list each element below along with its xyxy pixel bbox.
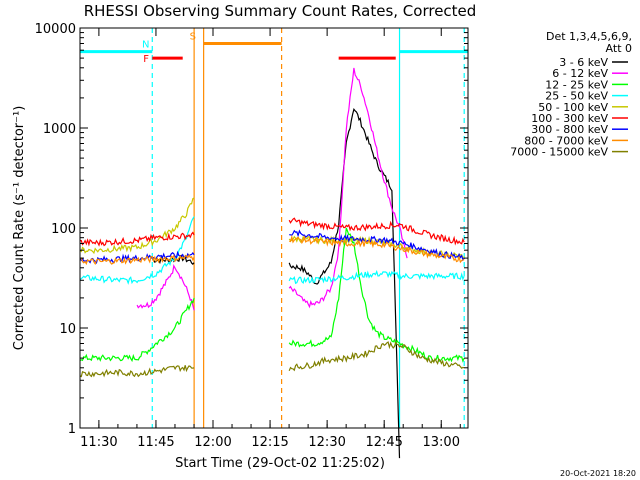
y-axis: 1 10 100 1000 10000 [35, 22, 468, 437]
flag-label-s: S [190, 31, 196, 42]
x-tick-label: 13:00 [423, 435, 460, 450]
series-line [288, 341, 465, 372]
series-line [79, 365, 195, 378]
x-tick-label: 12:00 [194, 435, 231, 450]
legend-entry-label: 3 - 6 keV [559, 56, 608, 69]
flag-label-f: F [143, 54, 149, 65]
y-tick-label: 1 [68, 422, 76, 437]
legend-entry-label: 300 - 800 keV [531, 123, 608, 136]
legend-entry-label: 7000 - 15000 keV [510, 146, 608, 159]
y-tick-label: 10 [59, 322, 76, 337]
x-axis: 11:30 11:45 12:00 12:15 12:30 12:45 13:00 [80, 28, 461, 450]
series-line [136, 263, 195, 311]
x-tick-label: 12:30 [308, 435, 345, 450]
plot-area: NF S [79, 28, 468, 459]
legend-entry-label: 800 - 7000 keV [524, 134, 608, 147]
series-line [289, 234, 465, 264]
legend-entry-label: 12 - 25 keV [545, 78, 608, 91]
series-line [288, 217, 465, 246]
footer-timestamp: 20-Oct-2021 18:20 [560, 469, 636, 478]
x-axis-label: Start Time (29-Oct-02 11:25:02) [175, 456, 385, 471]
x-tick-label: 12:45 [365, 435, 402, 450]
y-tick-label: 10000 [35, 22, 76, 37]
series-line [288, 269, 465, 285]
series-line [79, 253, 195, 266]
legend-header: Det 1,3,4,5,6,9, [546, 30, 632, 43]
legend-header: Att 0 [606, 42, 632, 55]
legend-entry-label: 6 - 12 keV [552, 67, 608, 80]
legend-entry-label: 100 - 300 keV [531, 112, 608, 125]
x-tick-label: 11:30 [80, 435, 117, 450]
series-line [79, 197, 195, 255]
series-line [79, 216, 195, 285]
flag-label-n: N [142, 40, 149, 51]
x-tick-label: 12:15 [251, 435, 288, 450]
y-tick-label: 1000 [43, 122, 76, 137]
legend-entry-label: 50 - 100 keV [538, 101, 608, 114]
x-tick-label: 11:45 [137, 435, 174, 450]
y-axis-label: Corrected Count Rate (s⁻¹ detector⁻¹) [12, 106, 27, 351]
series-line [288, 67, 408, 309]
series-line [79, 297, 195, 363]
legend-entry-label: 25 - 50 keV [545, 90, 608, 103]
y-tick-label: 100 [51, 222, 76, 237]
chart-title: RHESSI Observing Summary Count Rates, Co… [84, 2, 477, 20]
series-line [80, 231, 195, 247]
